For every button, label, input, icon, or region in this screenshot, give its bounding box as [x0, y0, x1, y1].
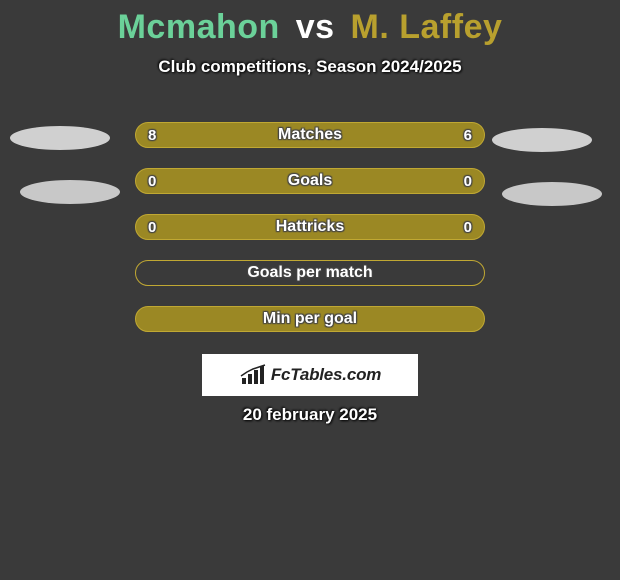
side-ellipse [10, 126, 110, 150]
stat-value-left: 0 [148, 219, 156, 236]
stat-row: Goals 0 0 [135, 168, 485, 194]
side-ellipse [20, 180, 120, 204]
stat-row: Matches 8 6 [135, 122, 485, 148]
comparison-title: Mcmahon vs M. Laffey [0, 0, 620, 47]
logo-box: FcTables.com [202, 354, 418, 396]
stat-label: Goals per match [247, 264, 372, 282]
date-line: 20 february 2025 [0, 405, 620, 425]
stat-value-right: 6 [464, 127, 472, 144]
logo-text: FcTables.com [271, 365, 381, 385]
stat-row: Goals per match [135, 260, 485, 286]
subtitle: Club competitions, Season 2024/2025 [0, 57, 620, 77]
vs-separator: vs [290, 8, 341, 46]
side-ellipse [502, 182, 602, 206]
player-b-name: M. Laffey [351, 8, 503, 46]
stat-value-left: 0 [148, 173, 156, 190]
side-ellipse [492, 128, 592, 152]
stat-label: Hattricks [276, 218, 344, 236]
stat-label: Min per goal [263, 310, 357, 328]
stat-rows: Matches 8 6 Goals 0 0 Hattricks 0 0 Goals per mat… [135, 122, 485, 332]
stat-value-right: 0 [464, 219, 472, 236]
stat-label: Matches [278, 126, 342, 144]
chart-icon [239, 364, 267, 386]
player-a-name: Mcmahon [118, 8, 280, 46]
stat-row: Hattricks 0 0 [135, 214, 485, 240]
stat-value-left: 8 [148, 127, 156, 144]
stat-label: Goals [288, 172, 332, 190]
stat-row: Min per goal [135, 306, 485, 332]
stat-value-right: 0 [464, 173, 472, 190]
